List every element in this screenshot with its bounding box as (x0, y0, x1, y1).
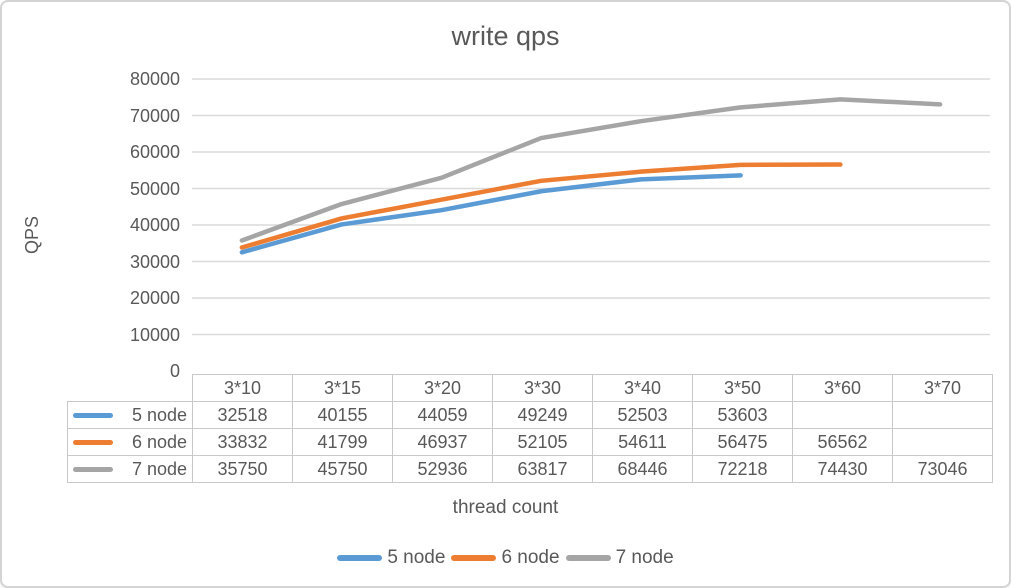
legend-item: 5 node (337, 547, 445, 569)
table-value-cell: 40155 (292, 401, 393, 429)
table-column-header: 3*40 (592, 374, 693, 402)
series-label-cell: 5 node (67, 401, 193, 429)
table-row: 6 node 33832 41799 46937 52105 54611 56475 5656… (67, 428, 993, 456)
legend-label: 6 node (501, 547, 560, 568)
table-value-cell: 52936 (392, 455, 493, 483)
legend-line-swatch-icon (565, 555, 611, 561)
legend-label: 5 node (387, 547, 446, 568)
y-tick-label: 60000 (129, 142, 180, 162)
table-row: 5 node 32518 40155 44059 49249 52503 53603 (67, 401, 993, 429)
y-tick-label: 50000 (129, 178, 180, 199)
table-value-cell: 72218 (692, 455, 793, 483)
table-value-cell: 32518 (192, 401, 293, 429)
y-tick-label: 20000 (129, 288, 180, 308)
legend-line-swatch-icon (451, 555, 497, 561)
y-tick-label: 80000 (129, 69, 180, 89)
table-column-header: 3*15 (292, 374, 393, 402)
table-column-header: 3*20 (392, 374, 493, 402)
series-line-6-node (239, 162, 843, 250)
table-column-header: 3*60 (792, 374, 893, 402)
table-column-header: 3*70 (892, 374, 993, 402)
table-value-cell: 56475 (692, 428, 793, 456)
table-column-header: 3*10 (192, 374, 293, 402)
table-value-cell (792, 401, 893, 429)
series-line-7-node (239, 97, 943, 243)
legend: 5 node 6 node 7 node (2, 547, 1009, 569)
series-line-5-node (239, 173, 743, 255)
table-value-cell: 53603 (692, 401, 793, 429)
table-row: 7 node 35750 45750 52936 63817 68446 72218 7443… (67, 455, 993, 483)
table-value-cell: 33832 (192, 428, 293, 456)
series-label-cell: 6 node (67, 428, 193, 456)
legend-line-swatch-icon (337, 555, 383, 561)
chart-title: write qps (451, 21, 560, 51)
x-axis-title: thread count (452, 497, 559, 518)
table-value-cell: 74430 (792, 455, 893, 483)
table-value-cell: 52105 (492, 428, 593, 456)
table-value-cell (892, 428, 993, 456)
series-line-swatch-icon (73, 439, 113, 445)
table-corner-cell (68, 375, 193, 402)
table-value-cell: 46937 (392, 428, 493, 456)
table-value-cell: 73046 (892, 455, 993, 483)
y-tick-label: 40000 (129, 215, 180, 235)
data-table: 3*10 3*15 3*20 3*30 3*40 3*50 3*60 3*70 5 node 32… (67, 374, 993, 483)
legend-item: 7 node (565, 547, 674, 569)
table-value-cell: 52503 (592, 401, 693, 429)
series-name: 7 node (131, 458, 187, 479)
y-tick-label: 0 (169, 361, 180, 381)
series-name: 6 node (131, 431, 187, 452)
series-name: 5 node (131, 404, 187, 425)
series-label-cell: 7 node (67, 455, 193, 483)
series-line-swatch-icon (73, 412, 113, 418)
table-value-cell: 49249 (492, 401, 593, 429)
legend-label: 7 node (615, 547, 674, 568)
y-tick-label: 30000 (129, 251, 180, 272)
table-value-cell: 44059 (392, 401, 493, 429)
table-header-row: 3*10 3*15 3*20 3*30 3*40 3*50 3*60 3*70 (68, 374, 993, 402)
legend-item: 6 node (451, 547, 560, 569)
table-value-cell: 41799 (292, 428, 393, 456)
y-tick-label: 10000 (129, 324, 180, 345)
table-column-header: 3*30 (492, 374, 593, 402)
table-value-cell: 56562 (792, 428, 893, 456)
table-value-cell: 63817 (492, 455, 593, 483)
table-value-cell: 54611 (592, 428, 693, 456)
table-value-cell: 35750 (192, 455, 293, 483)
table-column-header: 3*50 (692, 374, 793, 402)
table-value-cell: 68446 (592, 455, 693, 483)
series-line-swatch-icon (73, 466, 113, 472)
table-value-cell: 45750 (292, 455, 393, 483)
table-value-cell (892, 401, 993, 429)
y-tick-label: 70000 (129, 105, 180, 126)
